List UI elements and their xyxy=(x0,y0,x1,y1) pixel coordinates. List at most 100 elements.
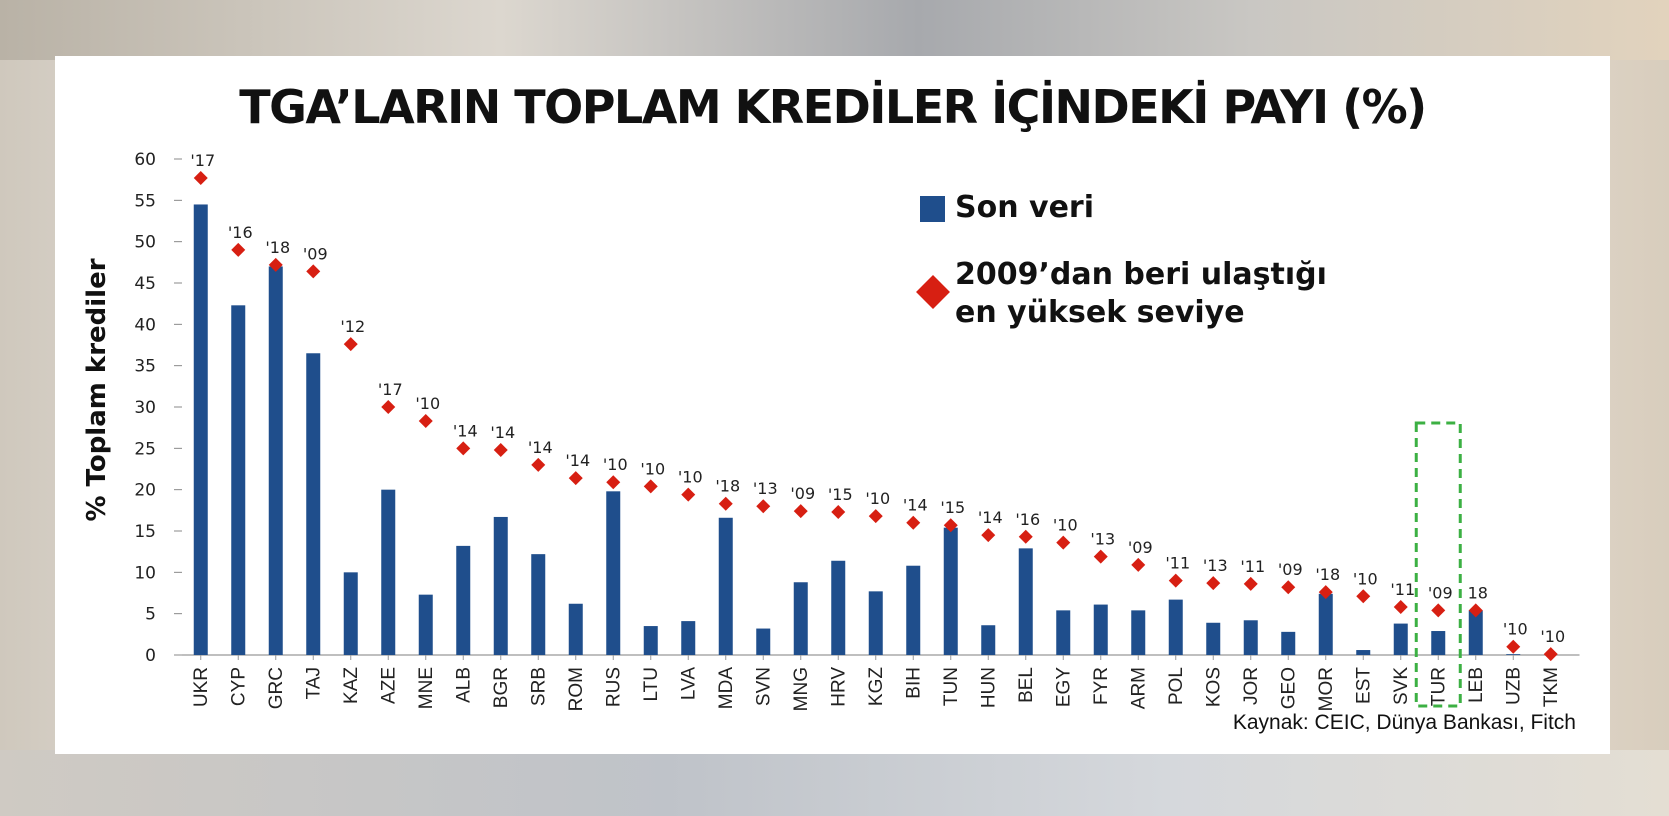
year-label: '13 xyxy=(1090,530,1115,549)
year-label: 18 xyxy=(1468,583,1488,602)
year-label: '14 xyxy=(453,421,478,440)
year-label: '17 xyxy=(190,151,215,170)
bar-jor xyxy=(1243,620,1258,655)
year-label: '10 xyxy=(1053,516,1078,535)
year-label: '16 xyxy=(1015,510,1040,529)
bar-ltu xyxy=(643,626,658,655)
y-tick-label: 60 xyxy=(134,150,156,170)
x-tick-label: HUN xyxy=(978,667,999,708)
peak-marker-bel xyxy=(1018,529,1033,544)
y-tick-label: 20 xyxy=(134,481,156,501)
peak-marker-hun xyxy=(981,528,996,543)
year-label: '14 xyxy=(978,508,1003,527)
x-tick-label: FYR xyxy=(1091,667,1112,705)
bar-kos xyxy=(1206,622,1221,655)
peak-marker-rom xyxy=(568,471,583,486)
peak-marker-mng xyxy=(793,504,808,519)
bar-geo xyxy=(1281,631,1296,655)
bar-rus xyxy=(606,491,621,655)
peak-marker-srb xyxy=(531,457,546,472)
year-label: '14 xyxy=(903,496,928,515)
x-tick-label: BEL xyxy=(1016,667,1037,703)
year-label: '09 xyxy=(303,244,328,263)
background-bottom-band xyxy=(0,750,1669,816)
peak-marker-mor xyxy=(1318,585,1333,600)
y-tick-label: 50 xyxy=(134,233,156,253)
x-tick-label: UZB xyxy=(1503,667,1524,705)
x-tick-label: CYP xyxy=(228,667,249,706)
year-label: '09 xyxy=(1128,538,1153,557)
x-tick-label: HRV xyxy=(828,667,849,707)
peak-marker-mda xyxy=(718,496,733,511)
x-tick-label: LTU xyxy=(641,667,662,701)
year-label: '14 xyxy=(565,451,590,470)
peak-marker-alb xyxy=(456,441,471,456)
x-tick-label: SVN xyxy=(753,667,774,706)
x-tick-label: BGR xyxy=(491,667,512,708)
year-label: '15 xyxy=(940,498,965,517)
source-note: Kaynak: CEIC, Dünya Bankası, Fitch xyxy=(1232,711,1576,734)
x-tick-label: KOS xyxy=(1203,667,1224,707)
year-label: '16 xyxy=(228,223,253,242)
x-tick-label: TKM xyxy=(1541,667,1562,707)
bar-bel xyxy=(1018,548,1033,655)
year-label: '10 xyxy=(1503,620,1528,639)
peak-marker-mne xyxy=(418,414,433,429)
x-tick-label: MOR xyxy=(1316,667,1337,711)
x-tick-label: SRB xyxy=(528,667,549,706)
peak-marker-pol xyxy=(1168,573,1183,588)
peak-marker-svn xyxy=(756,499,771,514)
x-tick-label: JOR xyxy=(1241,667,1262,705)
peak-marker-jor xyxy=(1243,576,1258,591)
bar-egy xyxy=(1056,610,1071,655)
x-tick-label: LVA xyxy=(678,667,699,700)
year-label: '13 xyxy=(753,479,778,498)
legend-bar-swatch xyxy=(920,196,945,222)
x-tick-label: TUN xyxy=(941,667,962,706)
bar-aze xyxy=(381,489,396,655)
peak-marker-tun xyxy=(943,518,958,533)
bar-grc xyxy=(268,266,283,655)
bar-tun xyxy=(943,527,958,655)
bar-lva xyxy=(681,621,696,655)
bar-bgr xyxy=(493,516,508,655)
y-tick-label: 40 xyxy=(134,315,156,335)
bar-kaz xyxy=(343,572,358,655)
y-tick-label: 25 xyxy=(134,439,156,459)
x-tick-label: SVK xyxy=(1391,667,1412,705)
bar-mda xyxy=(718,517,733,655)
peak-marker-uzb xyxy=(1506,639,1521,654)
x-tick-label: MNE xyxy=(416,667,437,709)
peak-marker-svk xyxy=(1393,600,1408,615)
y-tick-label: 30 xyxy=(134,398,156,418)
bar-hrv xyxy=(831,560,846,655)
bar-ukr xyxy=(193,204,208,655)
peak-marker-taj xyxy=(306,264,321,279)
peak-marker-ukr xyxy=(193,171,208,186)
year-label: '10 xyxy=(1540,627,1565,646)
year-label: '11 xyxy=(1240,557,1265,576)
x-tick-label: EST xyxy=(1353,667,1374,704)
bar-alb xyxy=(456,545,471,655)
bar-est xyxy=(1356,650,1371,655)
peak-marker-leb xyxy=(1468,603,1483,618)
peak-marker-tkm xyxy=(1543,647,1558,662)
x-tick-label: ARM xyxy=(1128,667,1149,709)
bar-srb xyxy=(531,554,546,655)
bar-arm xyxy=(1131,610,1146,655)
x-tick-label: ALB xyxy=(453,667,474,703)
peak-marker-kos xyxy=(1206,576,1221,591)
peak-marker-lva xyxy=(681,487,696,502)
bar-taj xyxy=(306,353,321,655)
x-tick-label: UKR xyxy=(191,667,212,707)
x-tick-label: LEB xyxy=(1466,667,1487,703)
year-label: '15 xyxy=(828,485,853,504)
bar-hun xyxy=(981,625,996,655)
x-tick-label: TUR xyxy=(1428,667,1449,706)
highlight-box-tur xyxy=(1414,421,1462,708)
bar-cyp xyxy=(231,305,246,655)
year-label: '10 xyxy=(1353,569,1378,588)
year-label: '10 xyxy=(865,489,890,508)
peak-marker-bgr xyxy=(493,442,508,457)
